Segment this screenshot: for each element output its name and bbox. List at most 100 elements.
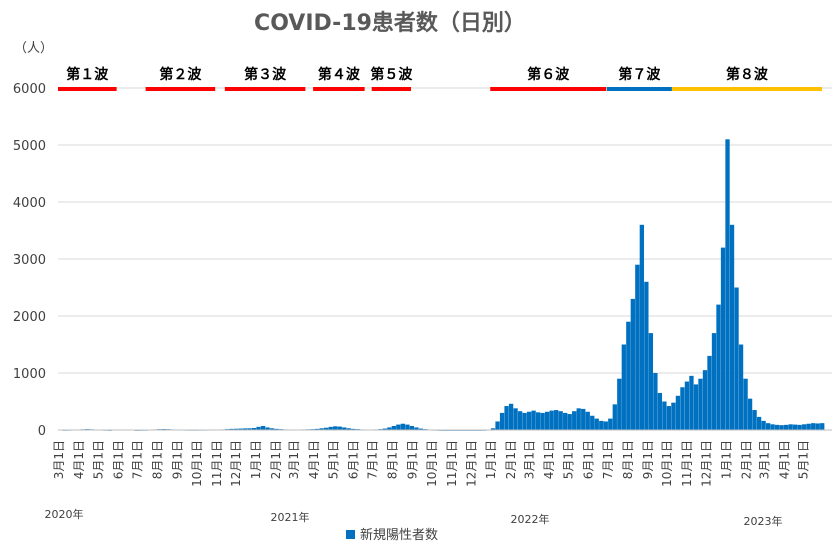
bar: [495, 421, 500, 430]
bar: [684, 381, 690, 430]
bar: [531, 410, 536, 430]
bar: [720, 247, 726, 430]
bar: [504, 406, 509, 430]
x-tick-label: 6月1日: [582, 440, 596, 479]
bar: [517, 411, 523, 430]
x-tick-label: 5月1日: [91, 440, 105, 479]
y-tick-label: 6000: [13, 82, 46, 97]
x-tick-label: 3月1日: [52, 440, 66, 479]
bar: [590, 415, 595, 430]
bar: [269, 428, 275, 430]
bar: [337, 426, 342, 430]
bar: [396, 424, 401, 430]
bar: [666, 406, 672, 430]
x-tick-label: 8月1日: [151, 440, 165, 479]
bar: [572, 411, 577, 430]
wave-line: [145, 87, 216, 91]
bar: [274, 428, 279, 430]
bar: [815, 423, 820, 430]
x-tick-label: 4月1日: [542, 440, 556, 479]
bar: [689, 375, 694, 430]
wave-line: [313, 87, 365, 91]
y-tick-label: 4000: [13, 196, 46, 211]
x-tick-label: 5月1日: [562, 440, 576, 479]
bar: [251, 428, 257, 430]
bar: [405, 424, 410, 430]
bar: [644, 281, 649, 430]
bar: [324, 427, 329, 430]
bar: [581, 408, 586, 430]
bar: [626, 321, 631, 430]
bar: [382, 428, 387, 430]
bar: [716, 304, 721, 430]
x-tick-label: 1月1日: [719, 440, 733, 479]
wave-label: 第８波: [726, 66, 769, 83]
bar: [811, 423, 816, 430]
bar: [725, 139, 730, 431]
bar: [526, 411, 532, 430]
bar: [256, 426, 261, 430]
y-tick-label: 1000: [13, 367, 46, 382]
bar: [603, 421, 608, 430]
x-tick-label: 11月1日: [680, 440, 694, 487]
bar: [391, 426, 396, 430]
y-tick-label: 5000: [13, 139, 46, 154]
year-labels: 2020年 2021年 2022年 2023年: [45, 507, 783, 528]
bar: [585, 411, 590, 430]
bar: [680, 387, 685, 430]
bar: [513, 408, 518, 430]
wave-line: [224, 87, 306, 91]
bar: [260, 426, 266, 430]
bar: [693, 384, 699, 430]
bar: [639, 224, 645, 430]
bar: [752, 410, 757, 430]
wave-label: 第５波: [370, 66, 413, 83]
x-tick-label: 10月1日: [425, 440, 439, 487]
x-tick-label: 4月1日: [777, 440, 791, 479]
bar: [333, 426, 338, 430]
x-tick-label: 12月1日: [229, 440, 243, 487]
bar: [346, 428, 351, 430]
bar: [698, 378, 703, 430]
x-tick-label: 7月1日: [601, 440, 615, 479]
bar: [242, 428, 248, 430]
wave-label: 第２波: [159, 66, 202, 83]
x-tick-label: 1月1日: [484, 440, 498, 479]
bar: [233, 428, 239, 430]
year-label: 2022年: [511, 512, 550, 526]
x-tick-label: 11月1日: [445, 440, 459, 487]
wave-line: [671, 87, 822, 91]
wave-label: 第６波: [527, 66, 570, 83]
bar: [490, 428, 496, 430]
gridlines: [58, 87, 832, 374]
bar: [558, 411, 563, 430]
bar: [662, 401, 667, 430]
bar: [608, 418, 613, 430]
bar: [729, 224, 735, 430]
legend-swatch: [346, 530, 355, 539]
x-tick-label: 2月1日: [739, 440, 753, 479]
bar: [747, 398, 753, 430]
bar: [315, 428, 320, 430]
year-label: 2023年: [744, 514, 783, 528]
x-tick-label: 3月1日: [287, 440, 301, 479]
bar: [738, 344, 744, 430]
bar: [617, 378, 622, 430]
bar: [635, 264, 640, 430]
year-label: 2020年: [45, 507, 84, 521]
bar: [621, 344, 626, 430]
y-tick-label: 0: [38, 424, 46, 439]
bar: [734, 287, 739, 430]
bar: [711, 333, 717, 430]
bar: [612, 404, 617, 430]
x-tick-label: 7月1日: [131, 440, 145, 479]
bar: [409, 426, 415, 430]
bar: [342, 427, 347, 430]
x-tick-label: 3月1日: [522, 440, 536, 479]
bar: [351, 428, 356, 430]
wave-label: 第３波: [244, 66, 287, 83]
bar: [414, 427, 419, 430]
x-tick-label: 8月1日: [386, 440, 400, 479]
x-tick-label: 6月1日: [111, 440, 125, 479]
